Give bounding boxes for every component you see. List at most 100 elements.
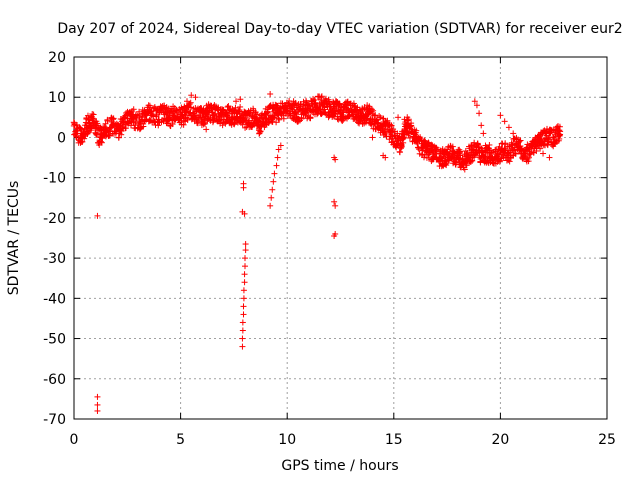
data-point-outlier [333, 98, 340, 105]
data-point [414, 140, 421, 147]
data-point [502, 140, 509, 147]
data-point-outlier [557, 128, 564, 135]
data-point [310, 95, 317, 102]
data-point [543, 129, 550, 136]
data-point [488, 149, 495, 156]
data-point [388, 122, 395, 129]
data-point-outlier [274, 154, 281, 161]
data-point-outlier [493, 146, 500, 153]
data-point [496, 158, 503, 165]
data-point-outlier [267, 202, 274, 209]
data-point [237, 103, 244, 110]
data-point-outlier [241, 279, 248, 286]
x-tick-label: 10 [278, 432, 296, 448]
data-point [376, 112, 383, 119]
data-point [421, 137, 428, 144]
data-point [516, 138, 523, 145]
data-point-outlier [94, 407, 101, 414]
data-point [140, 123, 147, 130]
data-point [250, 121, 257, 128]
data-point [253, 114, 260, 121]
data-point-outlier [242, 247, 249, 254]
x-tick-label: 5 [176, 432, 185, 448]
data-point-outlier [239, 319, 246, 326]
data-point [377, 114, 384, 121]
data-point-outlier [405, 122, 412, 129]
data-point-outlier [130, 106, 137, 113]
data-point [184, 117, 191, 124]
data-point [93, 131, 100, 138]
plot-frame [73, 56, 608, 420]
data-point-outlier [203, 126, 210, 133]
data-point-outlier [240, 184, 247, 191]
data-point [118, 131, 125, 138]
y-axis-label: SDTVAR / TECUs [6, 181, 22, 296]
data-point-outlier [277, 142, 284, 149]
data-point [394, 130, 401, 137]
data-point [366, 103, 373, 110]
data-point [471, 139, 478, 146]
data-point [444, 146, 451, 153]
data-point [73, 130, 80, 137]
data-point [452, 161, 459, 168]
data-point-outlier [267, 91, 274, 98]
data-point [202, 120, 209, 127]
data-point [556, 132, 563, 139]
data-point-outlier [348, 106, 355, 113]
data-point [298, 115, 305, 122]
data-point-outlier [546, 154, 553, 161]
data-point [462, 160, 469, 167]
data-point [225, 103, 232, 110]
data-point-outlier [94, 401, 101, 408]
data-point-outlier [239, 327, 246, 334]
data-point [506, 158, 513, 165]
data-point [122, 125, 129, 132]
data-point [413, 127, 420, 134]
data-point-outlier [239, 343, 246, 350]
data-point-outlier [271, 170, 278, 177]
data-point-outlier [241, 255, 248, 262]
y-tick-label: -30 [43, 251, 66, 267]
grid [74, 57, 607, 419]
y-tick-label: -70 [43, 412, 66, 428]
data-point [370, 107, 377, 114]
data-point-outlier [482, 142, 489, 149]
data-point [511, 146, 518, 153]
data-point [555, 127, 562, 134]
data-point-outlier [240, 287, 247, 294]
data-point [346, 112, 353, 119]
data-point [340, 108, 347, 115]
data-point [110, 115, 117, 122]
x-tick-label: 25 [598, 432, 616, 448]
data-point-outlier [478, 122, 485, 129]
data-point [318, 94, 325, 101]
data-point [420, 154, 427, 161]
data-point [471, 154, 478, 161]
data-point-outlier [332, 230, 339, 237]
y-tick-label: -50 [43, 332, 66, 348]
data-point-outlier [480, 130, 487, 137]
data-points [70, 91, 564, 414]
data-point-outlier [540, 150, 547, 157]
data-point-outlier [94, 393, 101, 400]
data-point-outlier [473, 102, 480, 109]
data-point [311, 97, 318, 104]
data-point [517, 137, 524, 144]
data-point [537, 145, 544, 152]
data-point [339, 109, 346, 116]
x-tick-label: 20 [491, 432, 509, 448]
data-point [183, 108, 190, 115]
data-point [180, 121, 187, 128]
y-tick-label: 10 [48, 90, 66, 106]
data-point [368, 106, 375, 113]
y-tick-label: -40 [43, 291, 66, 307]
data-point-outlier [290, 98, 297, 105]
data-point [404, 117, 411, 124]
data-point [254, 111, 261, 118]
data-point-outlier [510, 130, 517, 137]
data-point-outlier [476, 110, 483, 117]
data-point-outlier [240, 311, 247, 318]
data-point [467, 158, 474, 165]
data-point-outlier [77, 138, 84, 145]
